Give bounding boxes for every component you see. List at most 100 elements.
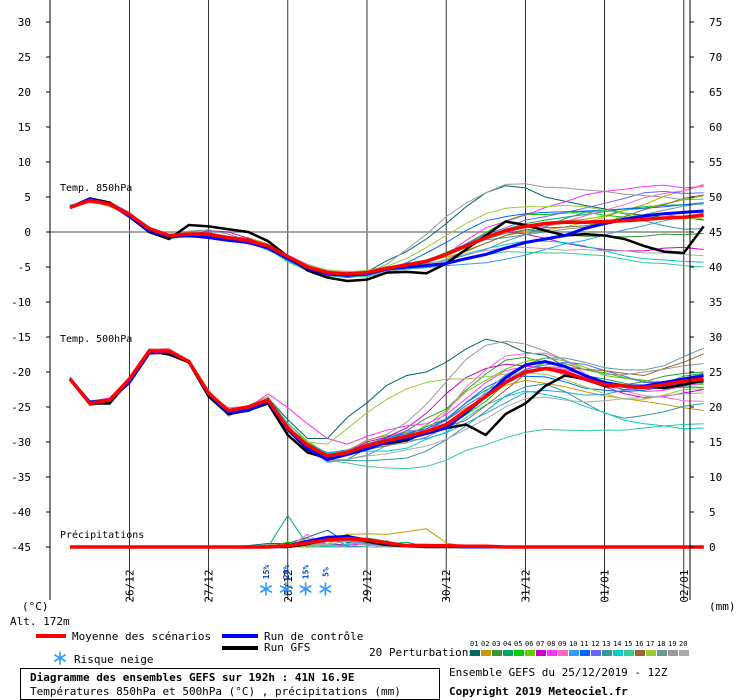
- left-tick-label: 0: [24, 226, 31, 239]
- perturb-number: 20: [679, 640, 688, 648]
- ensemble-chart: 26/12 27/12 28/12 29/12 30/12 31/12 01/01 02/01…: [10, 0, 736, 628]
- perturb-swatch: [514, 650, 524, 656]
- left-tick-label: 15: [18, 121, 31, 134]
- left-unit: (°C): [22, 600, 49, 613]
- snowflake-icon: [53, 651, 66, 665]
- perturb-number: 02: [481, 640, 490, 648]
- series-lines: [68, 183, 705, 549]
- chart-title: Diagramme des ensembles GEFS sur 192h : …: [30, 671, 355, 684]
- left-tick-label: -30: [11, 436, 31, 449]
- snow-risk-label: 20%: [282, 565, 291, 580]
- snowflake-icon: [319, 582, 332, 596]
- perturb-swatch: [679, 650, 689, 656]
- left-tick-label: 5: [24, 191, 31, 204]
- snow-risk-markers: 15% 20% 15% 5%: [259, 565, 332, 596]
- panel-label-precip: Précipitations: [60, 529, 144, 541]
- perturb-number: 17: [646, 640, 655, 648]
- perturb-swatch: [569, 650, 579, 656]
- right-tick-label: 25: [709, 366, 722, 379]
- x-tick-label: 29/12: [361, 569, 374, 602]
- perturb-number: 19: [668, 640, 677, 648]
- perturb-number: 11: [580, 640, 589, 648]
- left-tick-label: -35: [11, 471, 31, 484]
- snow-risk-label: 15%: [302, 565, 311, 580]
- perturb-swatch: [503, 650, 513, 656]
- perturb-number: 09: [558, 640, 567, 648]
- perturb-swatch: [525, 650, 535, 656]
- gfs-swatch: [222, 646, 258, 650]
- perturb-swatch: [646, 650, 656, 656]
- perturb-swatch: [624, 650, 634, 656]
- left-tick-label: 30: [18, 16, 31, 29]
- right-tick-label: 20: [709, 401, 722, 414]
- t500-mean-line: [68, 349, 704, 458]
- panel-label-t500: Temp. 500hPa: [60, 334, 132, 345]
- left-tick-label: -20: [11, 366, 31, 379]
- right-tick-label: 40: [709, 261, 722, 274]
- right-tick-label: 0: [709, 541, 716, 554]
- tick-labels: 26/12 27/12 28/12 29/12 30/12 31/12 01/01 02/01…: [11, 16, 722, 603]
- control-swatch: [222, 634, 258, 638]
- x-tick-label: 30/12: [440, 569, 453, 602]
- right-tick-label: 5: [709, 506, 716, 519]
- x-tick-label: 26/12: [123, 569, 136, 602]
- axes: [46, 0, 694, 600]
- perturb-swatch: [613, 650, 623, 656]
- mean-swatch: [36, 634, 66, 638]
- perturb-number: 04: [503, 640, 512, 648]
- panel-label-t850: Temp. 850hPa: [60, 183, 132, 194]
- t850-mean-line: [69, 198, 704, 276]
- right-tick-label: 30: [709, 331, 722, 344]
- right-tick-label: 45: [709, 226, 722, 239]
- perturb-number: 12: [591, 640, 600, 648]
- perturb-number: 03: [492, 640, 501, 648]
- right-tick-label: 10: [709, 471, 722, 484]
- perturb-swatch: [657, 650, 667, 656]
- right-tick-label: 55: [709, 156, 722, 169]
- legend-gfs-label: Run GFS: [264, 641, 311, 654]
- legend-control-label: Run de contrôle: [264, 630, 364, 643]
- legend-snow-label: Risque neige: [74, 653, 154, 666]
- snowflake-icon: [279, 582, 292, 596]
- perturb-swatch: [635, 650, 645, 656]
- x-tick-label: 02/01: [678, 569, 691, 602]
- right-tick-label: 70: [709, 51, 722, 64]
- run-info: Ensemble GEFS du 25/12/2019 - 12Z: [449, 666, 668, 679]
- perturb-number: 07: [536, 640, 545, 648]
- perturb-number: 16: [635, 640, 644, 648]
- left-tick-label: 25: [18, 51, 31, 64]
- snow-risk-label: 5%: [321, 567, 330, 577]
- plot-area: [50, 0, 690, 600]
- left-tick-label: 20: [18, 86, 31, 99]
- legend-perturb-label: 20 Perturbations: [369, 646, 475, 659]
- right-tick-label: 15: [709, 436, 722, 449]
- x-tick-label: 01/01: [599, 569, 612, 602]
- left-tick-label: -15: [11, 331, 31, 344]
- perturb-number: 06: [525, 640, 534, 648]
- perturb-number: 14: [613, 640, 622, 648]
- snowflake-icon: [259, 582, 273, 596]
- perturb-swatch: [536, 650, 546, 656]
- perturb-swatch: [668, 650, 678, 656]
- perturb-swatch: [580, 650, 590, 656]
- x-tick-label: 31/12: [519, 569, 532, 602]
- perturb-number: 01: [470, 640, 479, 648]
- perturb-swatch: [602, 650, 612, 656]
- left-tick-label: -5: [18, 261, 31, 274]
- right-tick-label: 35: [709, 296, 722, 309]
- perturbation-color-key: 01 02 03 04 05 06 07 08 09 10 11 12 13 14 15 16 17 18 19 20: [470, 640, 690, 658]
- perturb-swatch: [470, 650, 480, 656]
- left-tick-label: -45: [11, 541, 31, 554]
- copyright: Copyright 2019 Meteociel.fr: [449, 685, 628, 698]
- perturb-number: 15: [624, 640, 633, 648]
- right-tick-label: 75: [709, 16, 722, 29]
- perturb-swatch: [481, 650, 491, 656]
- info-box: Diagramme des ensembles GEFS sur 192h : …: [20, 668, 440, 700]
- right-tick-label: 50: [709, 191, 722, 204]
- left-tick-label: -40: [11, 506, 31, 519]
- perturb-number: 05: [514, 640, 523, 648]
- left-tick-label: -25: [11, 401, 31, 414]
- left-tick-label: -10: [11, 296, 31, 309]
- perturb-number: 10: [569, 640, 578, 648]
- right-tick-label: 65: [709, 86, 722, 99]
